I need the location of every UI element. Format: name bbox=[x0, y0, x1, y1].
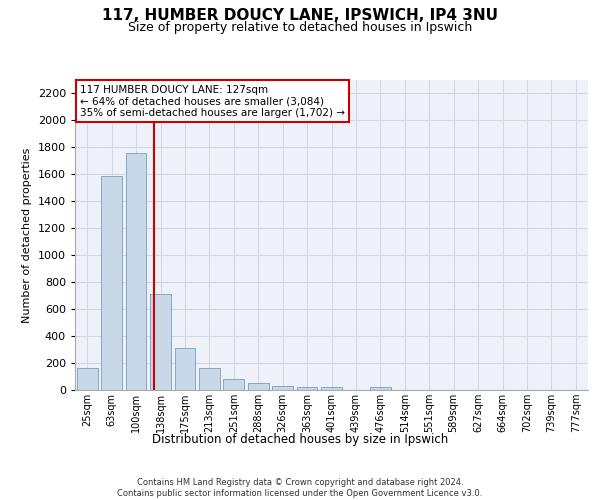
Bar bbox=[150, 294, 171, 390]
Bar bbox=[223, 378, 244, 390]
Text: Size of property relative to detached houses in Ipswich: Size of property relative to detached ho… bbox=[128, 21, 472, 34]
Bar bbox=[101, 176, 122, 390]
Y-axis label: Number of detached properties: Number of detached properties bbox=[22, 148, 32, 322]
Bar bbox=[296, 388, 317, 390]
Bar bbox=[77, 368, 98, 390]
Bar bbox=[175, 348, 196, 390]
Bar bbox=[248, 384, 269, 390]
Text: Contains HM Land Registry data © Crown copyright and database right 2024.
Contai: Contains HM Land Registry data © Crown c… bbox=[118, 478, 482, 498]
Bar bbox=[272, 386, 293, 390]
Bar bbox=[370, 388, 391, 390]
Text: 117, HUMBER DOUCY LANE, IPSWICH, IP4 3NU: 117, HUMBER DOUCY LANE, IPSWICH, IP4 3NU bbox=[102, 8, 498, 22]
Bar bbox=[199, 368, 220, 390]
Text: Distribution of detached houses by size in Ipswich: Distribution of detached houses by size … bbox=[152, 432, 448, 446]
Bar bbox=[125, 153, 146, 390]
Bar bbox=[321, 388, 342, 390]
Text: 117 HUMBER DOUCY LANE: 127sqm
← 64% of detached houses are smaller (3,084)
35% o: 117 HUMBER DOUCY LANE: 127sqm ← 64% of d… bbox=[80, 84, 345, 118]
